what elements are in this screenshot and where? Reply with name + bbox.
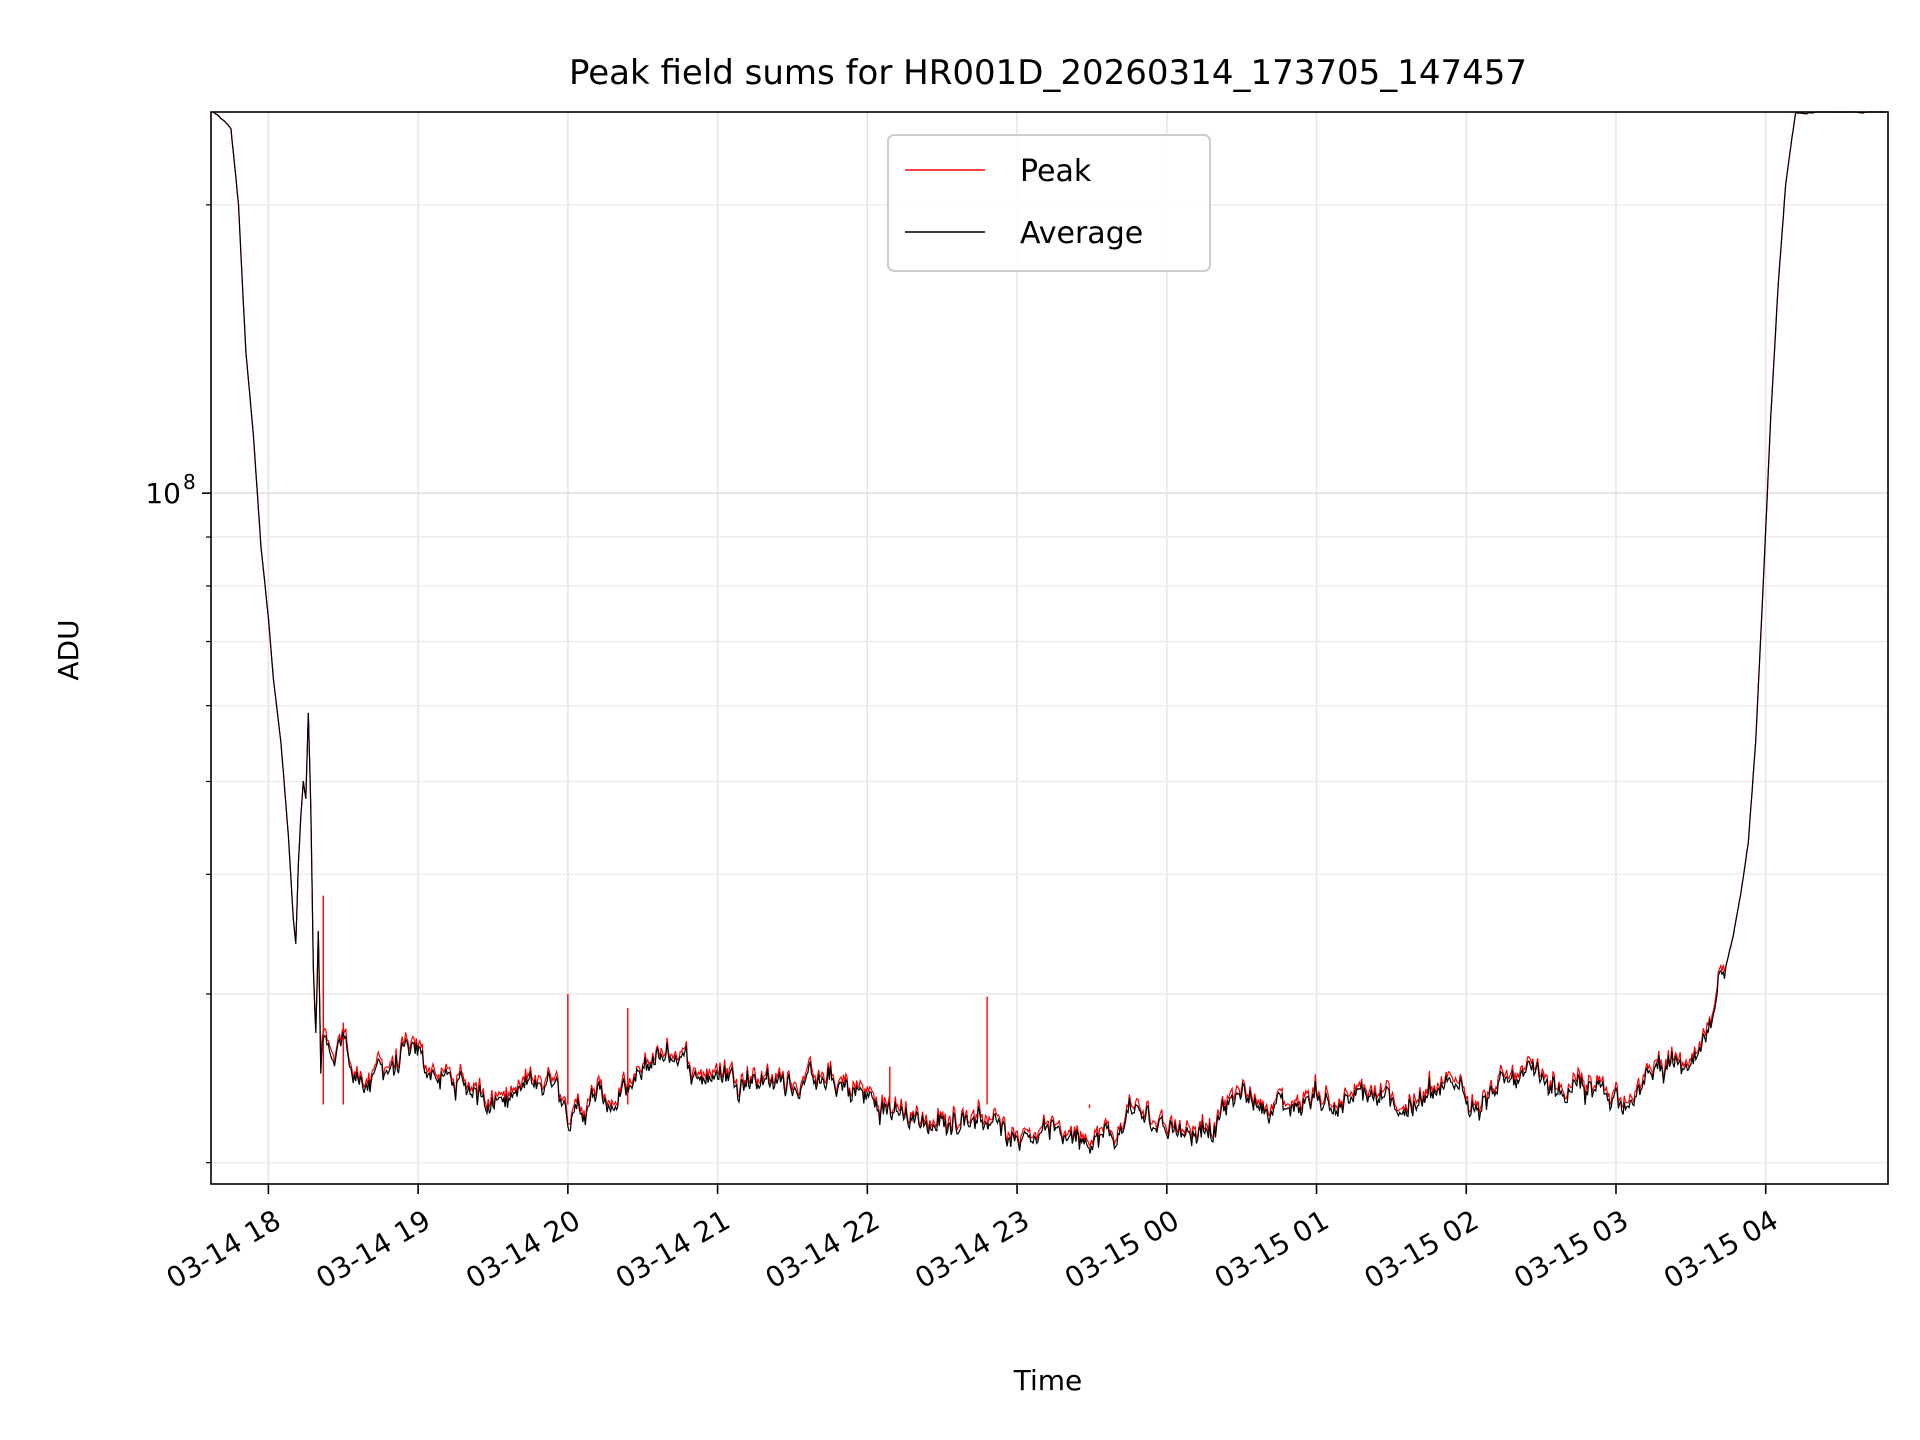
legend-box — [887, 134, 1211, 272]
grid — [211, 112, 1888, 1184]
chart-title: Peak field sums for HR001D_20260314_1737… — [569, 53, 1527, 93]
y-tick-label-exponent: 8 — [183, 470, 196, 494]
legend: Peak Average — [887, 134, 1211, 272]
legend-average-label: Average — [1020, 216, 1143, 251]
average-series-line — [213, 111, 1886, 1154]
y-tick-label: 10 — [145, 477, 181, 510]
axes-frame — [210, 111, 1889, 1185]
legend-peak-label: Peak — [1020, 154, 1092, 189]
x-axis-label: Time — [1013, 1364, 1083, 1397]
series-layer — [213, 111, 1886, 1154]
y-axis-label: ADU — [52, 619, 85, 680]
